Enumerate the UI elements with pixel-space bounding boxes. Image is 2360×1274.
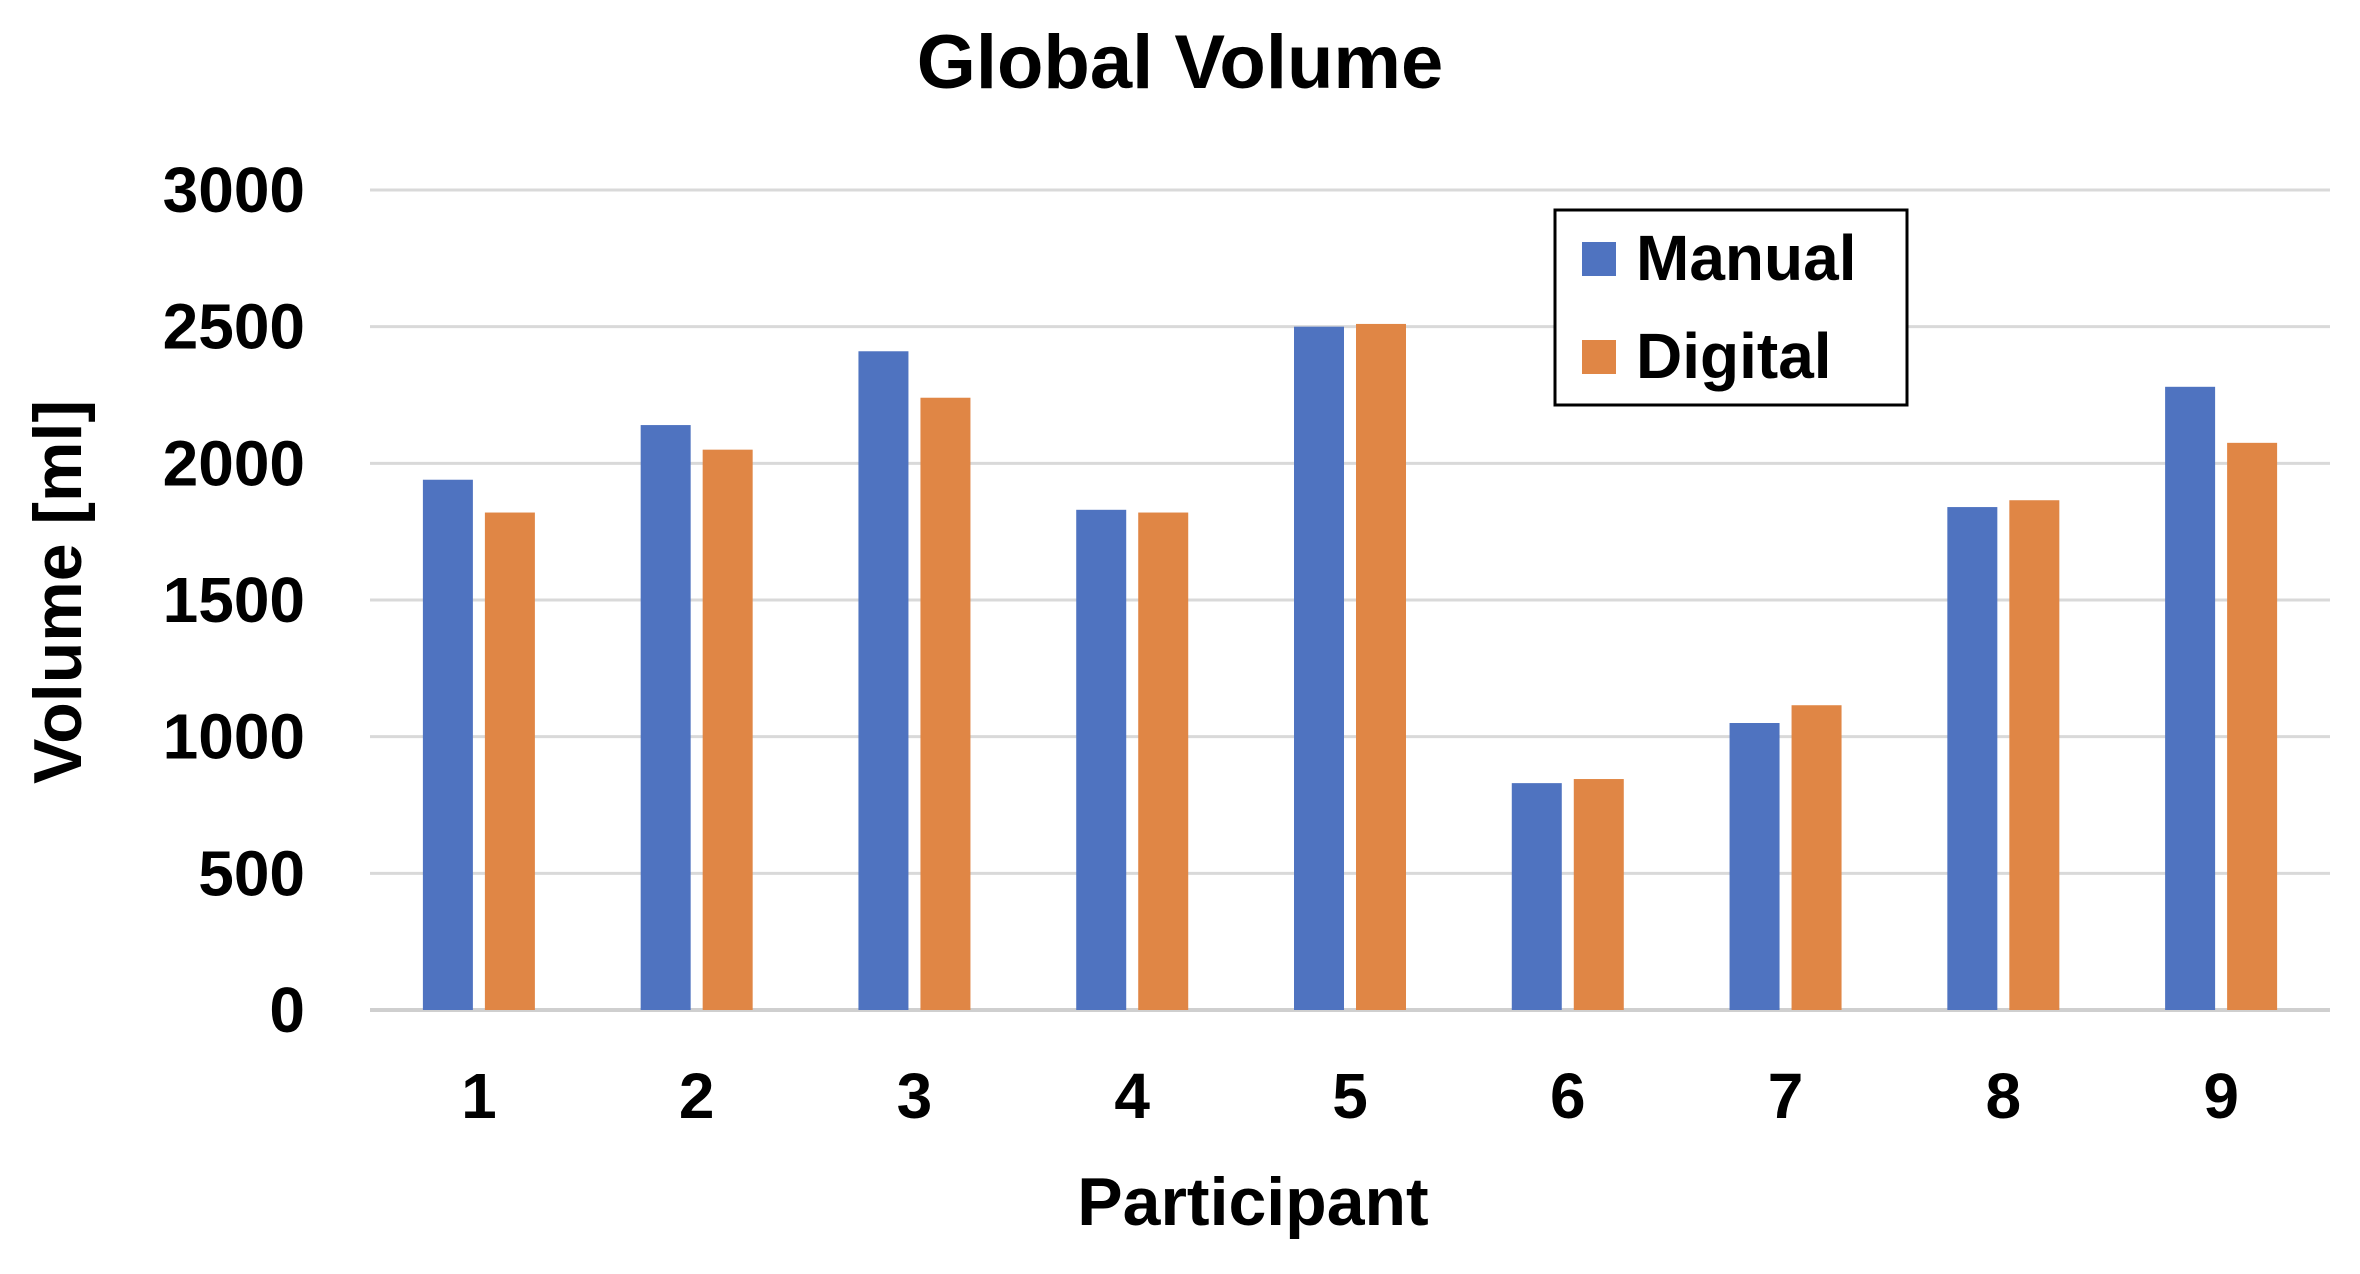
bar-manual-6 (1511, 783, 1562, 1010)
bar-manual-1 (422, 479, 473, 1010)
bar-manual-8 (1947, 507, 1998, 1010)
bar-manual-5 (1294, 326, 1344, 1011)
x-tick-label: 9 (2203, 1060, 2239, 1132)
bar-manual-7 (1729, 723, 1780, 1010)
bar-digital-4 (1138, 512, 1189, 1010)
y-tick-label: 0 (269, 974, 305, 1046)
bar-manual-4 (1076, 509, 1127, 1010)
bar-digital-2 (702, 449, 753, 1011)
bar-digital-9 (2227, 442, 2278, 1010)
bar-digital-8 (2009, 500, 2060, 1010)
x-tick-label: 8 (1986, 1060, 2022, 1132)
bar-digital-7 (1791, 705, 1842, 1010)
x-tick-label: 3 (897, 1060, 933, 1132)
chart-title: Global Volume (917, 20, 1443, 105)
x-tick-label: 6 (1550, 1060, 1586, 1132)
x-tick-label: 7 (1768, 1060, 1804, 1132)
legend-label-manual: Manual (1636, 222, 1856, 294)
axes: 0 500 1000 1500 2000 2500 3000 1 2 3 4 5 6 7 8 9 (163, 154, 2239, 1132)
bar-digital-1 (484, 512, 535, 1010)
bar-digital-3 (920, 397, 971, 1010)
x-axis-label: Participant (1077, 1164, 1428, 1240)
y-tick-label: 500 (198, 837, 305, 909)
bar-manual-9 (2165, 386, 2216, 1010)
y-axis-label: Volume [ml] (20, 400, 96, 784)
legend-swatch-manual (1582, 242, 1616, 276)
y-tick-label: 1000 (163, 701, 305, 773)
x-tick-label: 1 (461, 1060, 497, 1132)
y-tick-label: 2500 (163, 291, 305, 363)
bar-digital-6 (1573, 779, 1624, 1010)
x-tick-label: 4 (1114, 1060, 1150, 1132)
legend-swatch-digital (1582, 340, 1616, 374)
gridlines (370, 188, 2330, 1012)
y-tick-label: 1500 (163, 564, 305, 636)
bar-manual-3 (858, 351, 909, 1010)
y-tick-label: 2000 (163, 427, 305, 499)
bars (422, 323, 2278, 1011)
bar-manual-2 (640, 425, 691, 1011)
legend: Manual Digital (1553, 208, 1909, 407)
bar-digital-5 (1356, 323, 1406, 1010)
x-tick-label: 2 (679, 1060, 715, 1132)
y-tick-label: 3000 (163, 154, 305, 226)
x-tick-label: 5 (1332, 1060, 1368, 1132)
legend-label-digital: Digital (1636, 320, 1832, 392)
